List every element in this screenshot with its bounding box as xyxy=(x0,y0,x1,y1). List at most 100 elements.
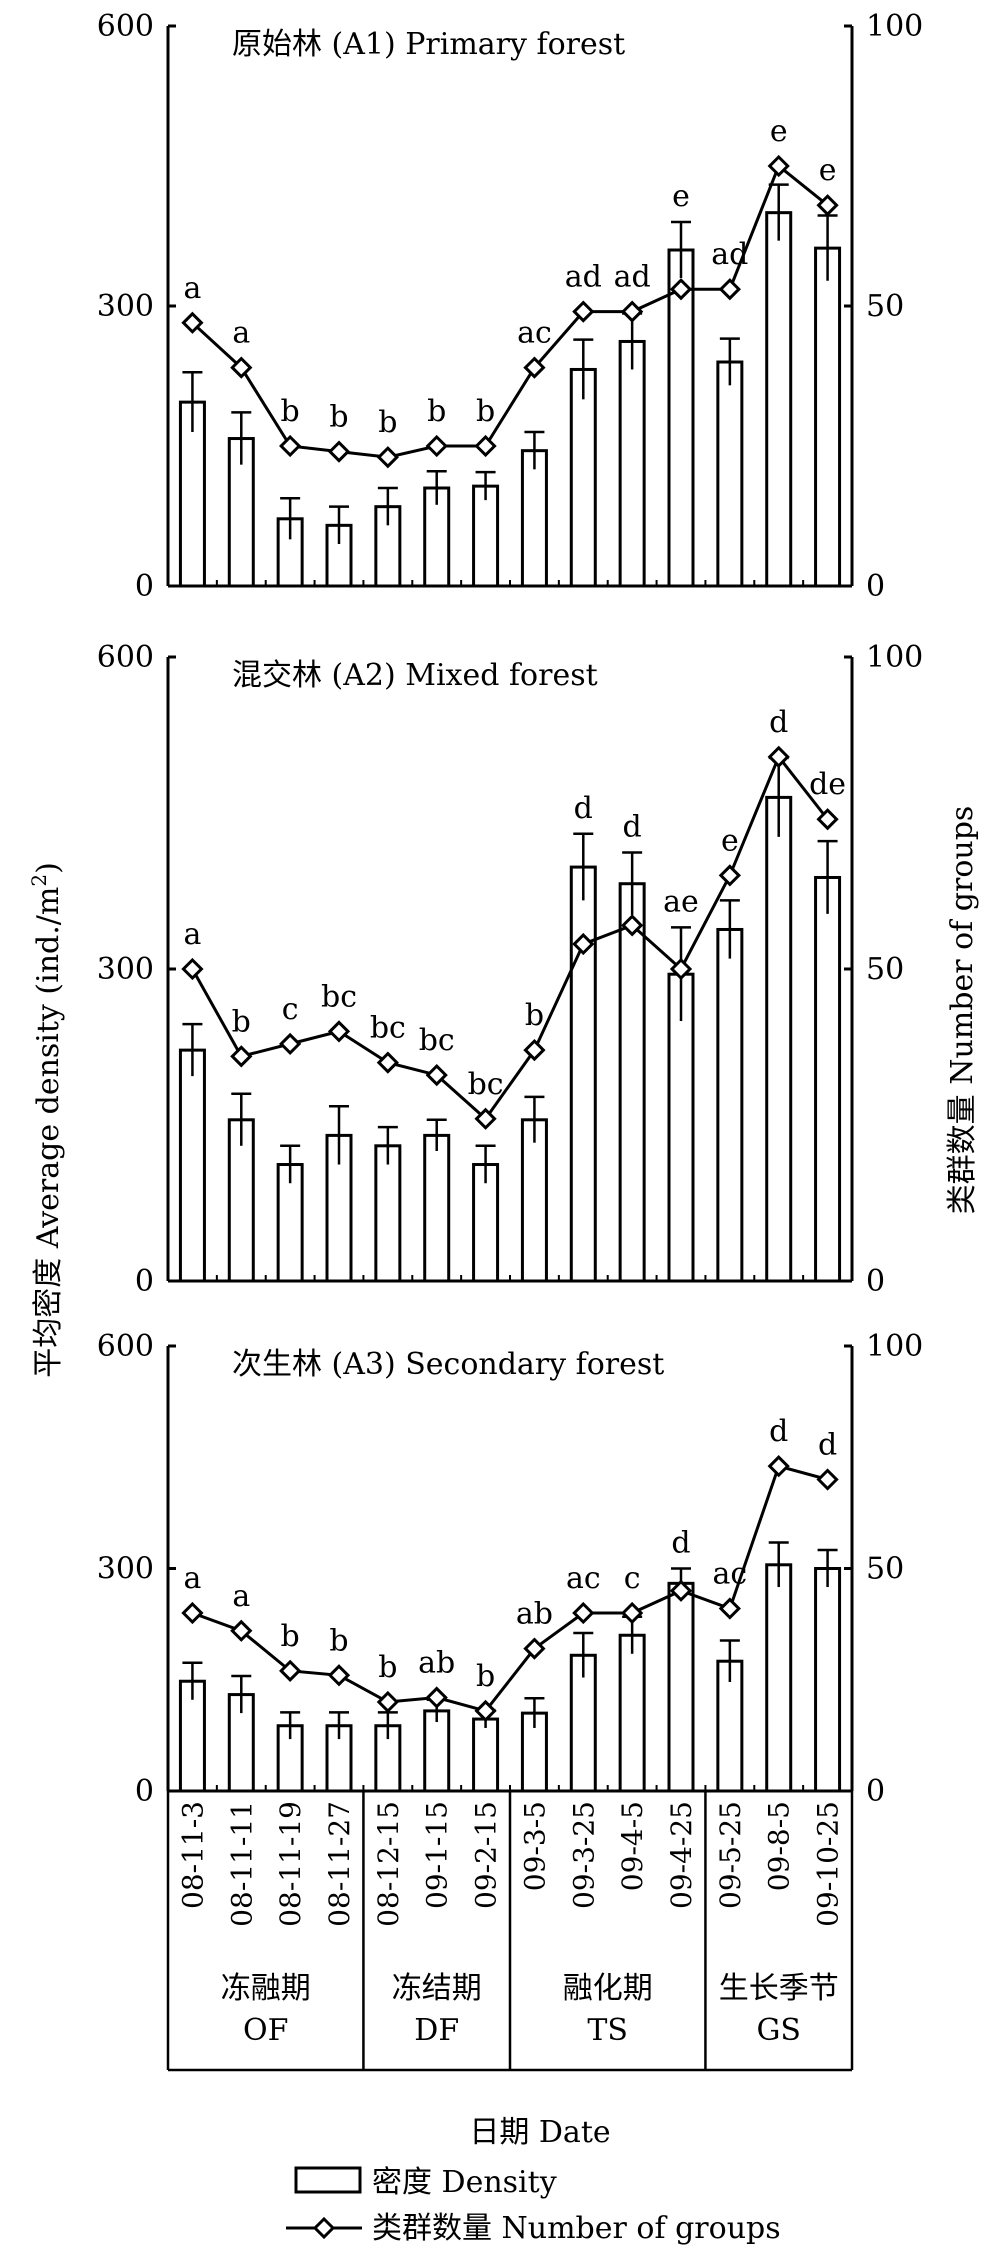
groups-marker xyxy=(523,1637,546,1660)
density-bar xyxy=(667,972,695,1283)
groups-marker xyxy=(523,1038,546,1062)
significance-letter: ad xyxy=(614,260,651,295)
panel-title: 原始林 (A1) Primary forest xyxy=(232,27,625,62)
groups-marker xyxy=(474,434,497,458)
left-tick-label: 300 xyxy=(97,289,154,324)
density-bar xyxy=(472,1163,500,1283)
significance-letter: d xyxy=(769,1414,788,1449)
date-tick-label: 08-12-15 xyxy=(372,1801,405,1927)
significance-letter: b xyxy=(378,405,397,440)
date-tick-label: 09-3-25 xyxy=(567,1801,600,1909)
density-bar xyxy=(667,248,695,588)
significance-letter: a xyxy=(183,271,201,306)
date-tick-label: 09-8-5 xyxy=(763,1801,796,1891)
groups-marker xyxy=(718,864,741,887)
right-tick-label: 50 xyxy=(866,952,904,987)
density-bar xyxy=(618,339,646,588)
significance-letter: ad xyxy=(711,237,748,272)
date-tick-label: 09-4-5 xyxy=(616,1801,649,1891)
significance-letter: b xyxy=(427,394,446,429)
groups-marker xyxy=(572,932,595,956)
left-axis-label-superscript: 2 xyxy=(27,874,51,887)
legend-groups-marker xyxy=(312,2216,336,2240)
significance-letter: d xyxy=(574,791,593,826)
significance-letter: b xyxy=(281,1619,300,1654)
right-axis-label: 类群数量 Number of groups xyxy=(945,806,980,1215)
right-tick-label: 50 xyxy=(866,289,904,324)
significance-letter: c xyxy=(624,1561,641,1596)
groups-marker xyxy=(425,1686,448,1709)
groups-marker xyxy=(474,1107,497,1130)
groups-marker xyxy=(279,1032,302,1056)
groups-marker xyxy=(425,1063,448,1087)
density-bar xyxy=(178,1048,206,1283)
period-label-en: TS xyxy=(587,2013,628,2048)
significance-letter: ac xyxy=(566,1561,601,1596)
date-tick-label: 08-11-19 xyxy=(274,1801,307,1927)
significance-letter: bc xyxy=(370,1011,406,1046)
left-tick-label: 600 xyxy=(97,9,154,44)
groups-marker xyxy=(181,957,204,981)
groups-marker xyxy=(327,440,351,463)
density-bar xyxy=(423,1709,451,1793)
density-bar xyxy=(374,1144,402,1283)
groups-marker xyxy=(718,278,741,301)
groups-marker xyxy=(327,1664,351,1687)
groups-marker xyxy=(181,311,204,334)
groups-marker xyxy=(669,278,693,301)
density-bar xyxy=(814,1567,842,1793)
density-bar xyxy=(520,449,548,588)
significance-letter: b xyxy=(476,394,495,429)
groups-marker xyxy=(572,1601,595,1625)
legend: 密度 Density 类群数量 Number of groups xyxy=(286,2165,781,2246)
date-tick-label: 08-11-11 xyxy=(225,1801,258,1927)
right-tick-label: 100 xyxy=(866,9,923,44)
density-bar xyxy=(569,1653,597,1793)
groups-marker xyxy=(669,957,693,981)
density-bar xyxy=(667,1581,695,1793)
significance-letter: d xyxy=(818,1428,837,1463)
groups-marker xyxy=(621,300,644,323)
groups-marker xyxy=(669,1579,693,1602)
left-tick-label: 0 xyxy=(135,569,154,604)
x-axis-categories: 08-11-3 08-11-11 08-11-19 08-11-27 08-12-15 0… xyxy=(166,1791,854,2072)
groups-marker xyxy=(523,356,546,379)
significance-letter: a xyxy=(232,1579,250,1614)
groups-marker xyxy=(230,356,253,379)
significance-letter: ac xyxy=(517,316,552,351)
groups-marker xyxy=(816,1468,839,1491)
left-tick-label: 300 xyxy=(97,952,154,987)
density-bar xyxy=(814,875,842,1283)
panel-title: 次生林 (A3) Secondary forest xyxy=(232,1347,664,1382)
significance-letter: e xyxy=(721,823,739,858)
significance-letter: de xyxy=(809,767,846,802)
groups-marker xyxy=(327,1020,351,1043)
density-bar xyxy=(716,927,744,1283)
groups-marker xyxy=(767,1455,790,1478)
groups-marker xyxy=(376,446,399,469)
groups-marker xyxy=(279,434,302,458)
significance-letter: a xyxy=(183,917,201,952)
period-label-en: DF xyxy=(414,2013,459,2048)
groups-marker xyxy=(425,434,448,458)
density-bar xyxy=(765,1563,793,1793)
date-tick-label: 08-11-3 xyxy=(176,1801,209,1909)
density-bar xyxy=(618,882,646,1283)
significance-letter: e xyxy=(672,179,690,214)
groups-marker xyxy=(621,1601,644,1625)
density-bar xyxy=(178,400,206,588)
significance-letter: b xyxy=(232,1004,251,1039)
significance-letter: b xyxy=(329,400,348,435)
period-label-en: GS xyxy=(756,2013,801,2048)
density-bar xyxy=(276,1724,304,1793)
significance-letter: d xyxy=(769,705,788,740)
groups-marker xyxy=(767,745,790,768)
right-tick-label: 100 xyxy=(866,640,923,675)
date-tick-label: 09-2-15 xyxy=(470,1801,503,1909)
left-tick-label: 600 xyxy=(97,1329,154,1364)
significance-letter: ac xyxy=(713,1557,748,1592)
